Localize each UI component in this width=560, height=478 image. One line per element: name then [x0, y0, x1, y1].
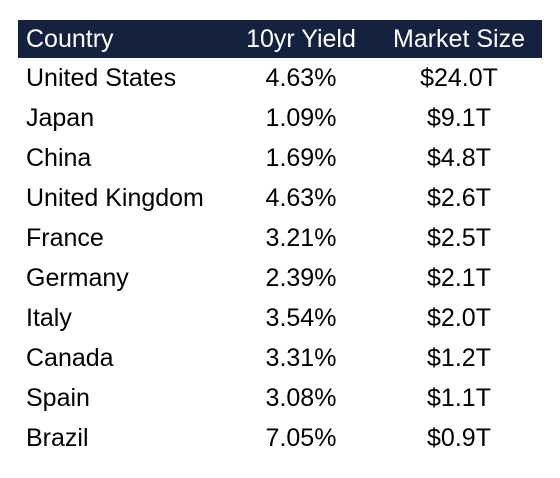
- bond-market-table: Country 10yr Yield Market Size United St…: [18, 20, 542, 458]
- country-cell: France: [26, 223, 104, 252]
- table-row: United Kingdom 4.63% $2.6T: [18, 178, 542, 218]
- market-size-cell: $2.5T: [427, 223, 491, 252]
- table-row: Canada 3.31% $1.2T: [18, 338, 542, 378]
- table-row: Germany 2.39% $2.1T: [18, 258, 542, 298]
- market-size-cell: $9.1T: [427, 103, 491, 132]
- yield-cell: 7.05%: [265, 423, 337, 452]
- yield-cell: 2.39%: [265, 263, 337, 292]
- country-cell: Canada: [26, 343, 114, 372]
- table-row: Brazil 7.05% $0.9T: [18, 418, 542, 458]
- table-header-row: Country 10yr Yield Market Size: [18, 20, 542, 58]
- market-size-cell: $1.1T: [427, 383, 491, 412]
- market-size-cell: $24.0T: [420, 63, 498, 92]
- column-header-10yr-yield: 10yr Yield: [246, 24, 356, 53]
- country-cell: Italy: [26, 303, 72, 332]
- yield-cell: 3.54%: [265, 303, 337, 332]
- country-cell: China: [26, 143, 92, 172]
- market-size-cell: $2.0T: [427, 303, 491, 332]
- country-cell: United States: [26, 63, 177, 92]
- market-size-cell: $2.6T: [427, 183, 491, 212]
- country-cell: Spain: [26, 383, 90, 412]
- table-row: China 1.69% $4.8T: [18, 138, 542, 178]
- market-size-cell: $0.9T: [427, 423, 491, 452]
- column-header-country: Country: [26, 24, 114, 53]
- column-header-market-size: Market Size: [393, 24, 525, 53]
- yield-cell: 3.21%: [265, 223, 337, 252]
- table-row: Spain 3.08% $1.1T: [18, 378, 542, 418]
- yield-cell: 3.31%: [265, 343, 337, 372]
- country-cell: Japan: [26, 103, 95, 132]
- market-size-cell: $4.8T: [427, 143, 491, 172]
- yield-cell: 4.63%: [265, 63, 337, 92]
- yield-cell: 1.09%: [265, 103, 337, 132]
- table-row: United States 4.63% $24.0T: [18, 58, 542, 98]
- table-row: Japan 1.09% $9.1T: [18, 98, 542, 138]
- country-cell: Brazil: [26, 423, 89, 452]
- yield-cell: 4.63%: [265, 183, 337, 212]
- market-size-cell: $2.1T: [427, 263, 491, 292]
- data-table-container: Country 10yr Yield Market Size United St…: [18, 20, 542, 458]
- country-cell: Germany: [26, 263, 129, 292]
- country-cell: United Kingdom: [26, 183, 204, 212]
- yield-cell: 3.08%: [265, 383, 337, 412]
- table-row: Italy 3.54% $2.0T: [18, 298, 542, 338]
- table-row: France 3.21% $2.5T: [18, 218, 542, 258]
- market-size-cell: $1.2T: [427, 343, 491, 372]
- yield-cell: 1.69%: [265, 143, 337, 172]
